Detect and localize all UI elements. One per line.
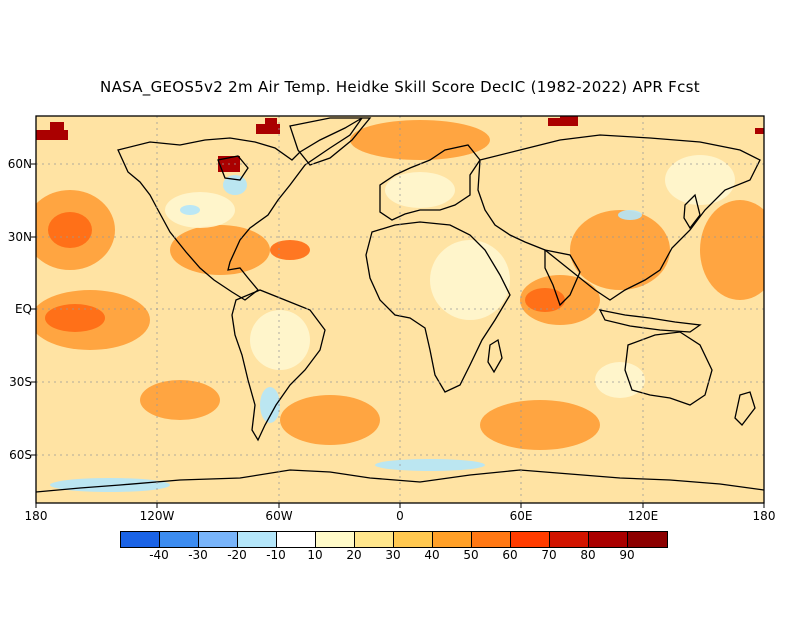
coastline-madagascar bbox=[487, 338, 503, 374]
hot-spot bbox=[270, 240, 310, 260]
map-title: NASA_GEOS5v2 2m Air Temp. Heidke Skill S… bbox=[100, 78, 700, 96]
warm-area bbox=[570, 210, 670, 290]
colorbar-swatch bbox=[394, 532, 433, 547]
colorbar-label: -40 bbox=[149, 548, 169, 562]
cool-area bbox=[618, 210, 642, 220]
pale-area bbox=[385, 172, 455, 208]
colorbar-swatch bbox=[433, 532, 472, 547]
warm-area bbox=[700, 200, 764, 300]
coastline-indonesia bbox=[598, 309, 702, 333]
lon-label-180w: 180 bbox=[24, 509, 48, 523]
extreme-score-areas bbox=[36, 116, 764, 172]
warm-anomaly-areas bbox=[36, 120, 764, 450]
coastline-greenland bbox=[289, 117, 372, 166]
hot-spot bbox=[45, 304, 105, 332]
map-field bbox=[36, 116, 764, 503]
warm-area bbox=[140, 380, 220, 420]
cool-area bbox=[50, 478, 170, 492]
coastlines bbox=[36, 117, 764, 493]
extreme-cell bbox=[755, 128, 764, 134]
colorbar-swatch bbox=[316, 532, 355, 547]
extreme-cell bbox=[265, 118, 277, 134]
colorbar-label: 80 bbox=[580, 548, 596, 562]
cool-area bbox=[223, 175, 247, 195]
hot-spot bbox=[48, 212, 92, 248]
colorbar-label: 50 bbox=[463, 548, 479, 562]
colorbar-label: 70 bbox=[541, 548, 557, 562]
colorbar-swatch bbox=[550, 532, 589, 547]
lon-label-60w: 60W bbox=[265, 509, 293, 523]
coastline-north-america bbox=[117, 117, 363, 301]
pale-area bbox=[665, 155, 735, 205]
pale-area bbox=[250, 310, 310, 370]
lon-label-60e: 60E bbox=[509, 509, 533, 523]
colorbar-label: 40 bbox=[424, 548, 440, 562]
coastline-south-america bbox=[231, 289, 326, 442]
colorbar-swatch bbox=[160, 532, 199, 547]
cool-area bbox=[260, 387, 280, 423]
coastline-japan bbox=[683, 193, 701, 230]
colorbar-label: -20 bbox=[227, 548, 247, 562]
colorbar bbox=[120, 531, 668, 548]
coastline-antarctica bbox=[36, 469, 764, 493]
lat-label-30n: 30N bbox=[7, 230, 32, 244]
cool-area bbox=[180, 205, 200, 215]
colorbar-swatch bbox=[589, 532, 628, 547]
lon-label-180e: 180 bbox=[752, 509, 776, 523]
colorbar-swatch bbox=[199, 532, 238, 547]
warm-area bbox=[280, 395, 380, 445]
extreme-cell bbox=[548, 118, 570, 126]
colorbar-swatch bbox=[238, 532, 277, 547]
coastline-india bbox=[544, 249, 581, 307]
warm-area bbox=[350, 120, 490, 160]
gridlines bbox=[36, 116, 764, 503]
colorbar-swatch bbox=[121, 532, 160, 547]
coastline-new-zealand bbox=[734, 391, 756, 426]
colorbar-label: 30 bbox=[385, 548, 401, 562]
hot-spot bbox=[525, 288, 565, 312]
colorbar-label: 10 bbox=[307, 548, 323, 562]
lat-label-30s: 30S bbox=[9, 375, 32, 389]
warm-area bbox=[480, 400, 600, 450]
pale-area bbox=[595, 362, 645, 398]
axis-ticks bbox=[31, 163, 765, 508]
colorbar-swatch bbox=[472, 532, 511, 547]
colorbar-swatch bbox=[355, 532, 394, 547]
coastline-hudson-bay bbox=[217, 155, 249, 181]
cool-area bbox=[375, 459, 485, 471]
lon-label-120e: 120E bbox=[627, 509, 659, 523]
extreme-cell bbox=[50, 122, 64, 130]
extreme-cell bbox=[560, 116, 578, 126]
lat-label-60n: 60N bbox=[7, 157, 32, 171]
extreme-cell bbox=[36, 130, 68, 140]
lon-label-120w: 120W bbox=[139, 509, 175, 523]
lat-label-eq: EQ bbox=[14, 302, 32, 316]
coastline-africa bbox=[365, 221, 511, 393]
colorbar-label: -10 bbox=[266, 548, 286, 562]
colorbar-swatch bbox=[511, 532, 550, 547]
coastline-asia bbox=[477, 134, 761, 301]
pale-area bbox=[430, 240, 510, 320]
colorbar-swatch bbox=[628, 532, 667, 547]
lat-label-60s: 60S bbox=[9, 448, 32, 462]
colorbar-label: -30 bbox=[188, 548, 208, 562]
colorbar-label: 60 bbox=[502, 548, 518, 562]
colorbar-label: 90 bbox=[619, 548, 635, 562]
coastline-australia bbox=[624, 331, 713, 406]
lon-label-0: 0 bbox=[396, 509, 404, 523]
colorbar-swatch bbox=[277, 532, 316, 547]
colorbar-label: 20 bbox=[346, 548, 362, 562]
